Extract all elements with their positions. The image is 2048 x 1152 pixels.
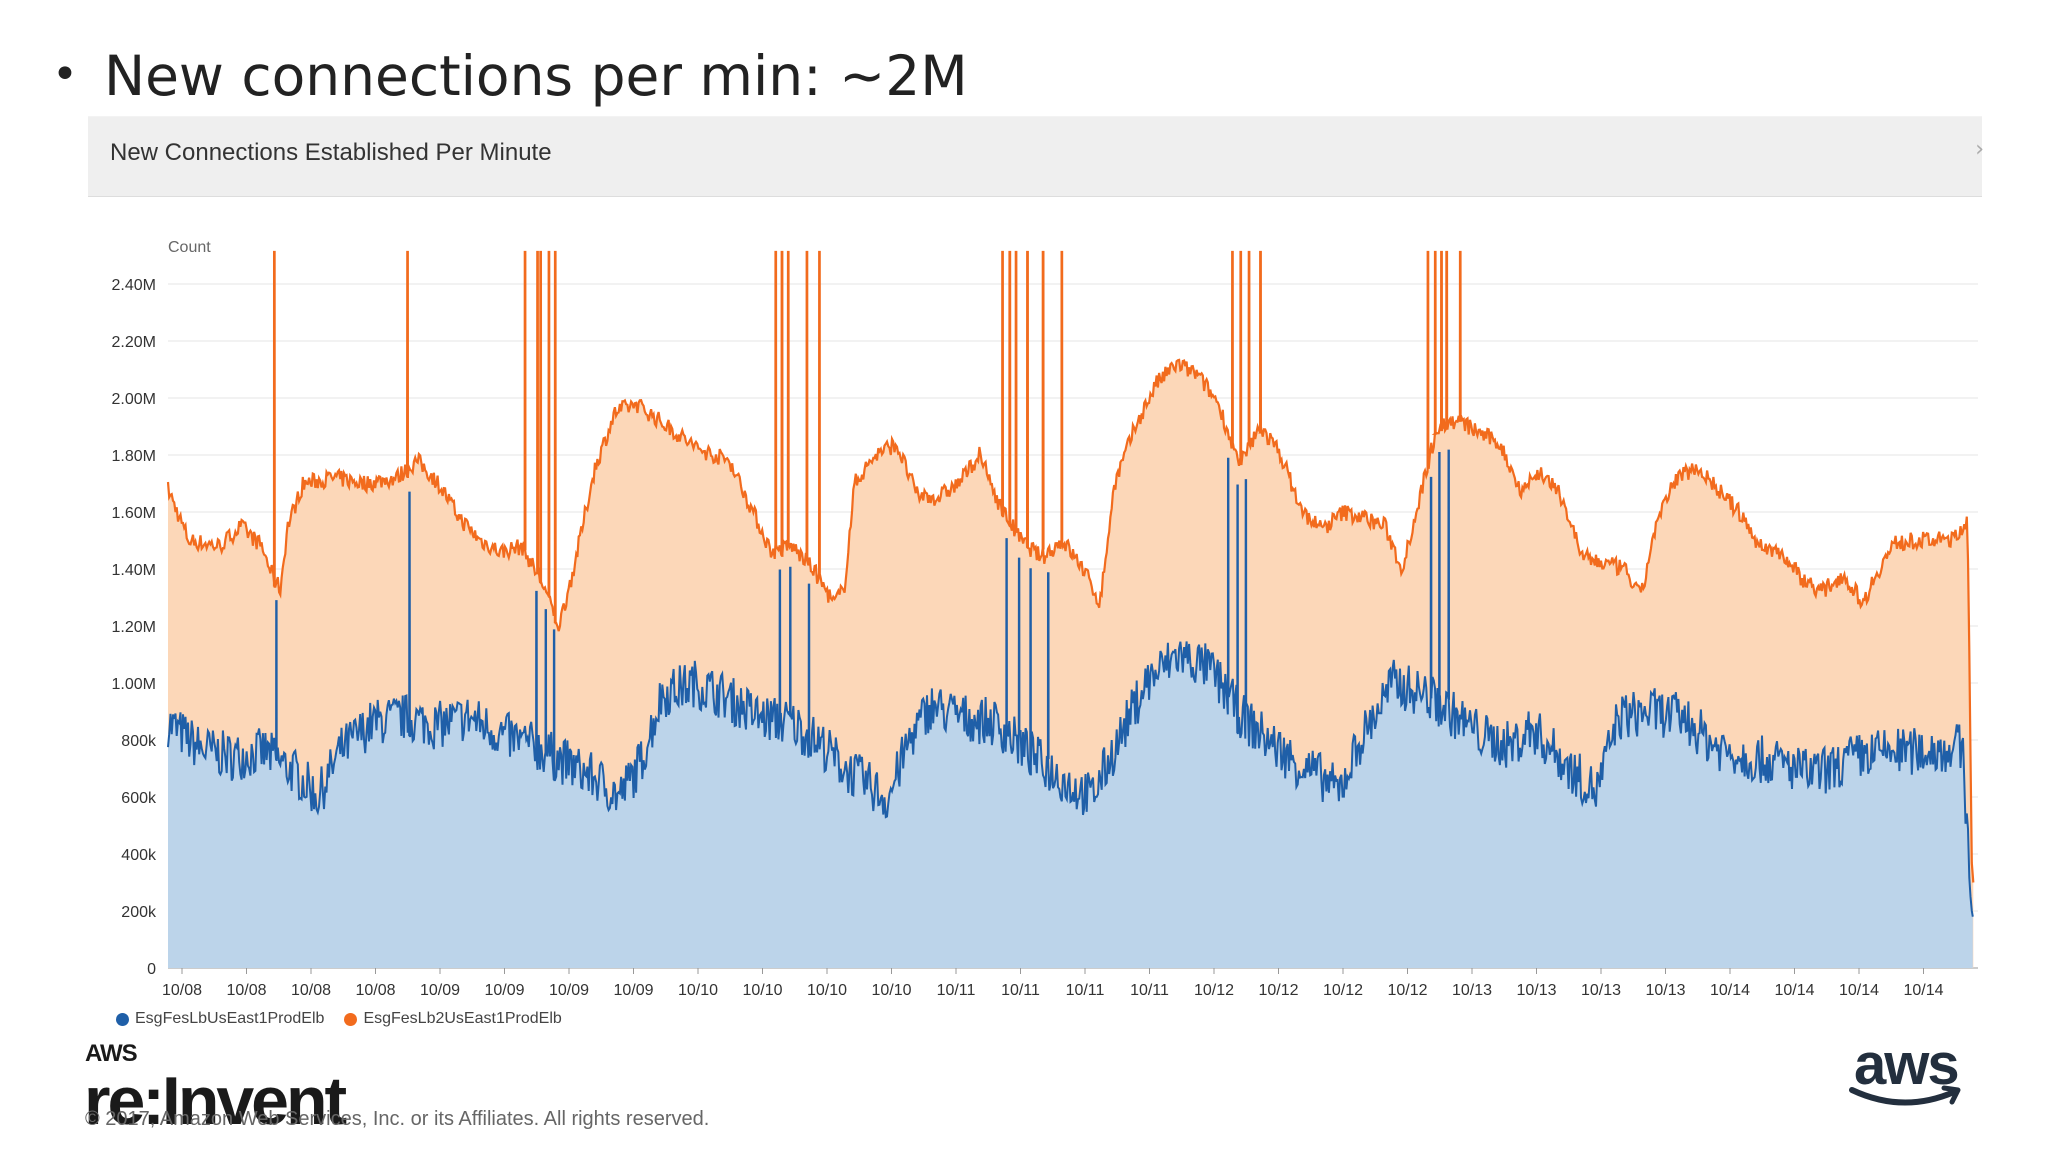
legend-swatch-orange bbox=[344, 1012, 358, 1026]
x-tick-label: 10/11 bbox=[1001, 982, 1040, 999]
x-tick-label: 10/14 bbox=[1839, 982, 1879, 999]
chart-lines bbox=[166, 250, 1975, 917]
x-tick-label: 10/13 bbox=[1581, 982, 1621, 999]
y-tick-label: 1.20M bbox=[112, 619, 156, 636]
x-tick-label: 10/14 bbox=[1774, 982, 1814, 999]
x-tick-label: 10/12 bbox=[1194, 982, 1234, 999]
y-axis-title: Count bbox=[168, 239, 211, 256]
x-tick-label: 10/10 bbox=[807, 982, 847, 999]
x-tick-label: 10/14 bbox=[1903, 982, 1943, 999]
x-axis-labels: 10/08 10/08 10/08 10/08 10/09 10/09 10/09 10/09… bbox=[162, 968, 1944, 999]
chart-legend: EsgFesLbUsEast1ProdElb EsgFesLb2UsEast1P… bbox=[116, 1010, 562, 1028]
x-tick-label: 10/10 bbox=[742, 982, 782, 999]
chevron-right-icon[interactable]: › bbox=[1975, 137, 1984, 162]
x-tick-label: 10/08 bbox=[162, 982, 202, 999]
x-tick-label: 10/08 bbox=[355, 982, 395, 999]
y-axis-labels: 0 200k 400k 600k 800k 1.00M 1.20M 1.40M 1.60M 1.8… bbox=[112, 277, 157, 978]
series-line-lb2 bbox=[166, 250, 1975, 883]
chart-panel-header: New Connections Established Per Minute › bbox=[88, 116, 1984, 197]
x-tick-label: 10/08 bbox=[226, 982, 266, 999]
x-tick-label: 10/08 bbox=[291, 982, 331, 999]
aws-smile-icon bbox=[1849, 1085, 1961, 1106]
reinvent-logo-text: re:Invent bbox=[84, 1063, 347, 1139]
x-tick-label: 10/13 bbox=[1516, 982, 1556, 999]
y-tick-label: 1.80M bbox=[112, 448, 156, 465]
reinvent-logo: re:Invent bbox=[84, 1047, 347, 1139]
y-tick-label: 2.20M bbox=[112, 334, 156, 351]
aws-logo: aws bbox=[1849, 1032, 1961, 1106]
x-tick-label: 10/13 bbox=[1452, 982, 1492, 999]
series-area-lb1 bbox=[168, 641, 1973, 968]
x-tick-label: 10/10 bbox=[871, 982, 911, 999]
legend-label-lb2: EsgFesLb2UsEast1ProdElb bbox=[363, 1010, 562, 1027]
x-tick-label: 10/11 bbox=[937, 982, 976, 999]
legend-swatch-blue bbox=[116, 1012, 129, 1026]
x-tick-label: 10/12 bbox=[1323, 982, 1363, 999]
x-tick-label: 10/09 bbox=[613, 982, 653, 999]
series-line-lb1 bbox=[167, 449, 1974, 917]
x-tick-label: 10/09 bbox=[420, 982, 460, 999]
copyright-text: © 2017, Amazon Web Services, Inc. or its… bbox=[85, 1108, 710, 1130]
x-tick-label: 10/12 bbox=[1258, 982, 1298, 999]
y-tick-label: 0 bbox=[147, 961, 156, 978]
y-tick-label: 1.40M bbox=[112, 562, 156, 579]
bullet-dot: • bbox=[52, 49, 78, 100]
x-tick-label: 10/10 bbox=[678, 982, 718, 999]
y-tick-label: 2.40M bbox=[112, 277, 156, 294]
x-tick-label: 10/14 bbox=[1710, 982, 1750, 999]
y-tick-label: 2.00M bbox=[112, 391, 156, 408]
legend-item-lb2[interactable]: EsgFesLb2UsEast1ProdElb bbox=[344, 1010, 562, 1028]
x-tick-label: 10/09 bbox=[484, 982, 524, 999]
legend-item-lb1[interactable]: EsgFesLbUsEast1ProdElb bbox=[116, 1010, 324, 1028]
slide-bullet: • New connections per min: ~2M bbox=[52, 44, 968, 108]
legend-label-lb1: EsgFesLbUsEast1ProdElb bbox=[135, 1010, 325, 1027]
bullet-text: New connections per min: ~2M bbox=[103, 44, 968, 108]
x-tick-label: 10/12 bbox=[1387, 982, 1427, 999]
x-tick-label: 10/09 bbox=[549, 982, 589, 999]
x-tick-label: 10/11 bbox=[1130, 982, 1169, 999]
y-tick-label: 800k bbox=[121, 733, 157, 750]
y-tick-label: 600k bbox=[121, 790, 157, 807]
y-tick-label: 200k bbox=[121, 904, 157, 921]
y-tick-label: 400k bbox=[121, 847, 157, 864]
y-tick-label: 1.00M bbox=[112, 676, 156, 693]
panel-title: New Connections Established Per Minute bbox=[110, 139, 552, 166]
x-tick-label: 10/13 bbox=[1645, 982, 1685, 999]
chart-areas bbox=[168, 252, 1974, 968]
aws-logo-text: aws bbox=[1854, 1032, 1960, 1097]
x-tick-label: 10/11 bbox=[1066, 982, 1105, 999]
reinvent-aws-mark: AWS bbox=[85, 1040, 138, 1067]
y-tick-label: 1.60M bbox=[112, 505, 156, 522]
